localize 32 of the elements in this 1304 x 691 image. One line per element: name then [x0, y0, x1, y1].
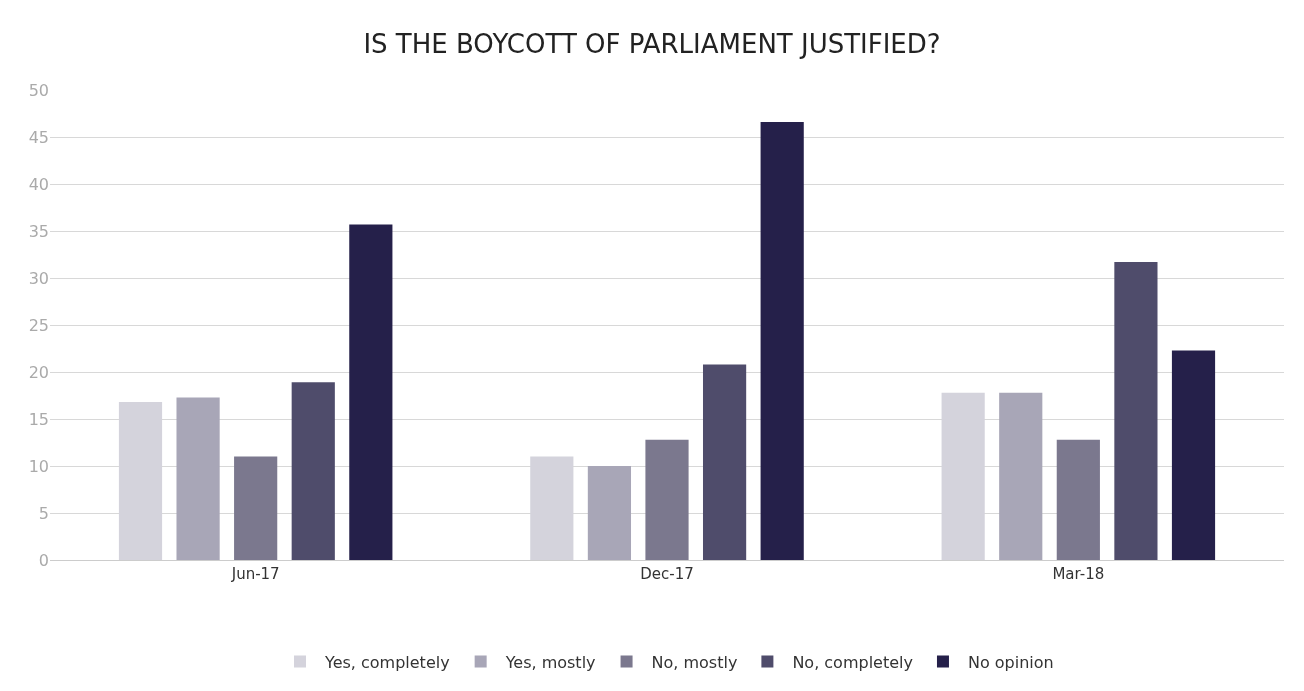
y-tick-label: 50: [28, 80, 49, 100]
y-tick-label: 0: [38, 550, 49, 570]
bar: [349, 224, 393, 560]
legend-label: Yes, mostly: [504, 652, 596, 672]
y-tick-label: 30: [28, 268, 49, 288]
y-tick-label: 45: [28, 127, 49, 147]
bar: [1056, 439, 1100, 560]
bar: [234, 456, 278, 560]
x-tick-label: Dec-17: [640, 565, 694, 583]
bar: [291, 382, 335, 560]
legend-label: No opinion: [967, 652, 1054, 672]
legend-label: No, mostly: [651, 652, 738, 672]
bar: [760, 121, 804, 560]
bar: [645, 439, 689, 560]
y-tick-label: 20: [28, 362, 49, 382]
chart-title: IS THE BOYCOTT OF PARLIAMENT JUSTIFIED?: [363, 28, 941, 59]
y-tick-label: 35: [28, 221, 49, 241]
bar: [587, 466, 632, 560]
legend-label: Yes, completely: [324, 652, 450, 672]
x-tick-label: Jun-17: [230, 565, 280, 583]
y-tick-label: 5: [38, 503, 49, 523]
y-tick-label: 40: [28, 174, 49, 194]
legend-label: No, completely: [792, 652, 913, 672]
y-tick-label: 25: [28, 315, 49, 335]
y-tick-label: 10: [28, 456, 49, 476]
y-tick-label: 15: [28, 409, 49, 429]
bar: [1171, 350, 1216, 560]
bar: [702, 364, 747, 560]
x-tick-label: Mar-18: [1052, 565, 1105, 583]
bar: [999, 392, 1043, 560]
bar: [1114, 262, 1158, 560]
bar: [176, 397, 220, 560]
